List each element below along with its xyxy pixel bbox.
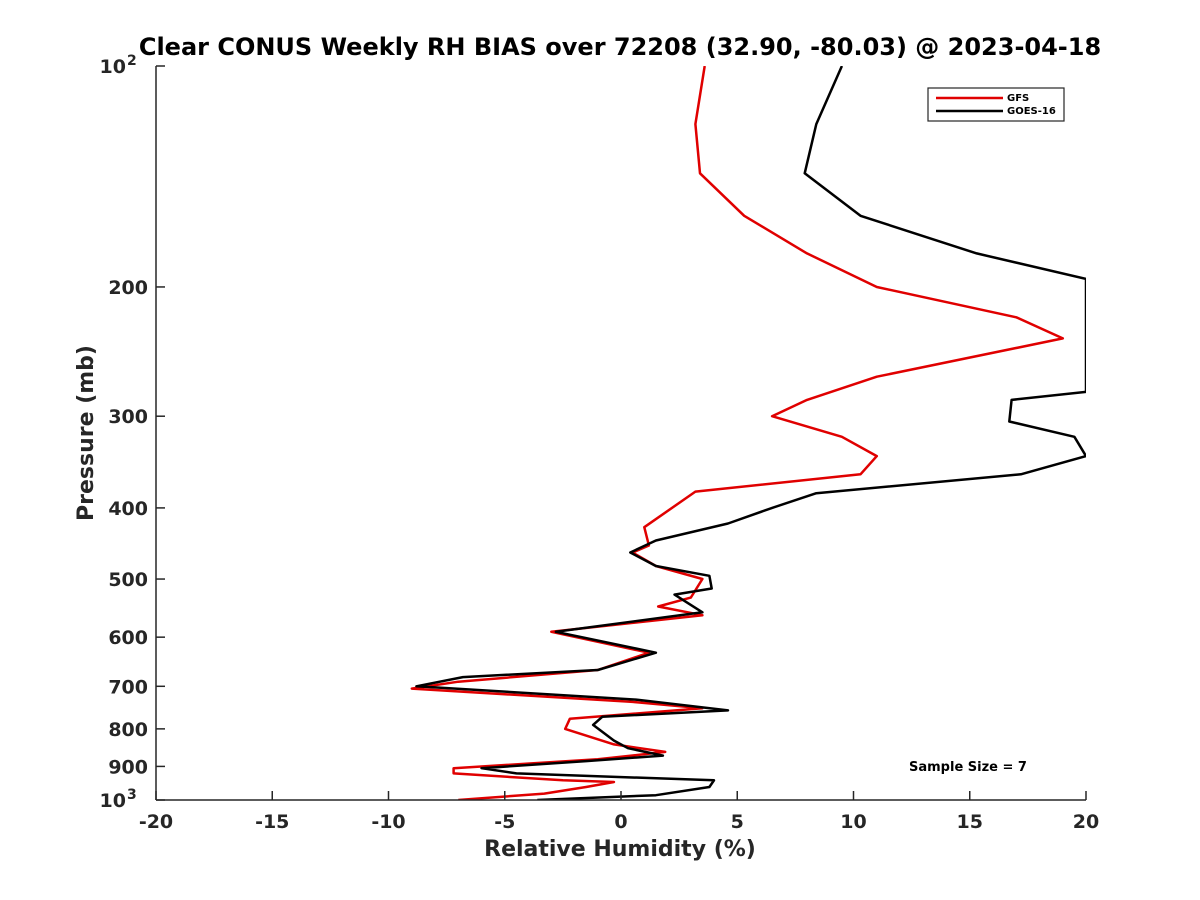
x-tick-label: 0 [614,811,627,833]
sample-size-annotation: Sample Size = 7 [909,760,1027,775]
x-tick-label: -5 [494,811,515,833]
y-tick-base: 10 [100,56,126,78]
plot-area [410,66,1086,800]
series-line-gfs [410,66,1065,800]
axes [155,66,1086,801]
y-tick-exponent: 3 [127,787,137,803]
legend: GFS GOES-16 [927,87,1065,122]
y-tick-label: 300 [108,406,148,428]
y-tick-exponent: 2 [127,53,137,69]
legend-box [927,87,1065,122]
y-tick-label: 900 [108,756,148,778]
legend-label-goes16: GOES-16 [1007,106,1056,117]
x-tick-label: 10 [840,811,866,833]
x-tick-label: 15 [957,811,983,833]
series-line-goes16 [415,66,1086,800]
y-tick-base: 10 [100,790,126,812]
x-tick-label: 5 [731,811,744,833]
y-tick-label: 700 [108,676,148,698]
y-tick-label: 200 [108,277,148,299]
legend-label-gfs: GFS [1007,93,1029,104]
y-tick-label: 600 [108,627,148,649]
x-ticks: -20 -15 -10 -5 0 5 10 15 20 [139,791,1099,833]
chart-title: Clear CONUS Weekly RH BIAS over 72208 (3… [139,33,1101,61]
x-tick-label: -15 [255,811,289,833]
y-tick-label: 500 [108,569,148,591]
y-tick-label: 400 [108,498,148,520]
y-axis-label: Pressure (mb) [74,345,99,521]
y-tick-label: 10 [100,790,126,812]
x-axis-label: Relative Humidity (%) [484,837,756,862]
y-tick-label: 10 [100,56,126,78]
x-tick-label: -20 [139,811,173,833]
x-tick-label: -10 [371,811,405,833]
x-tick-label: 20 [1073,811,1099,833]
y-tick-label: 800 [108,719,148,741]
